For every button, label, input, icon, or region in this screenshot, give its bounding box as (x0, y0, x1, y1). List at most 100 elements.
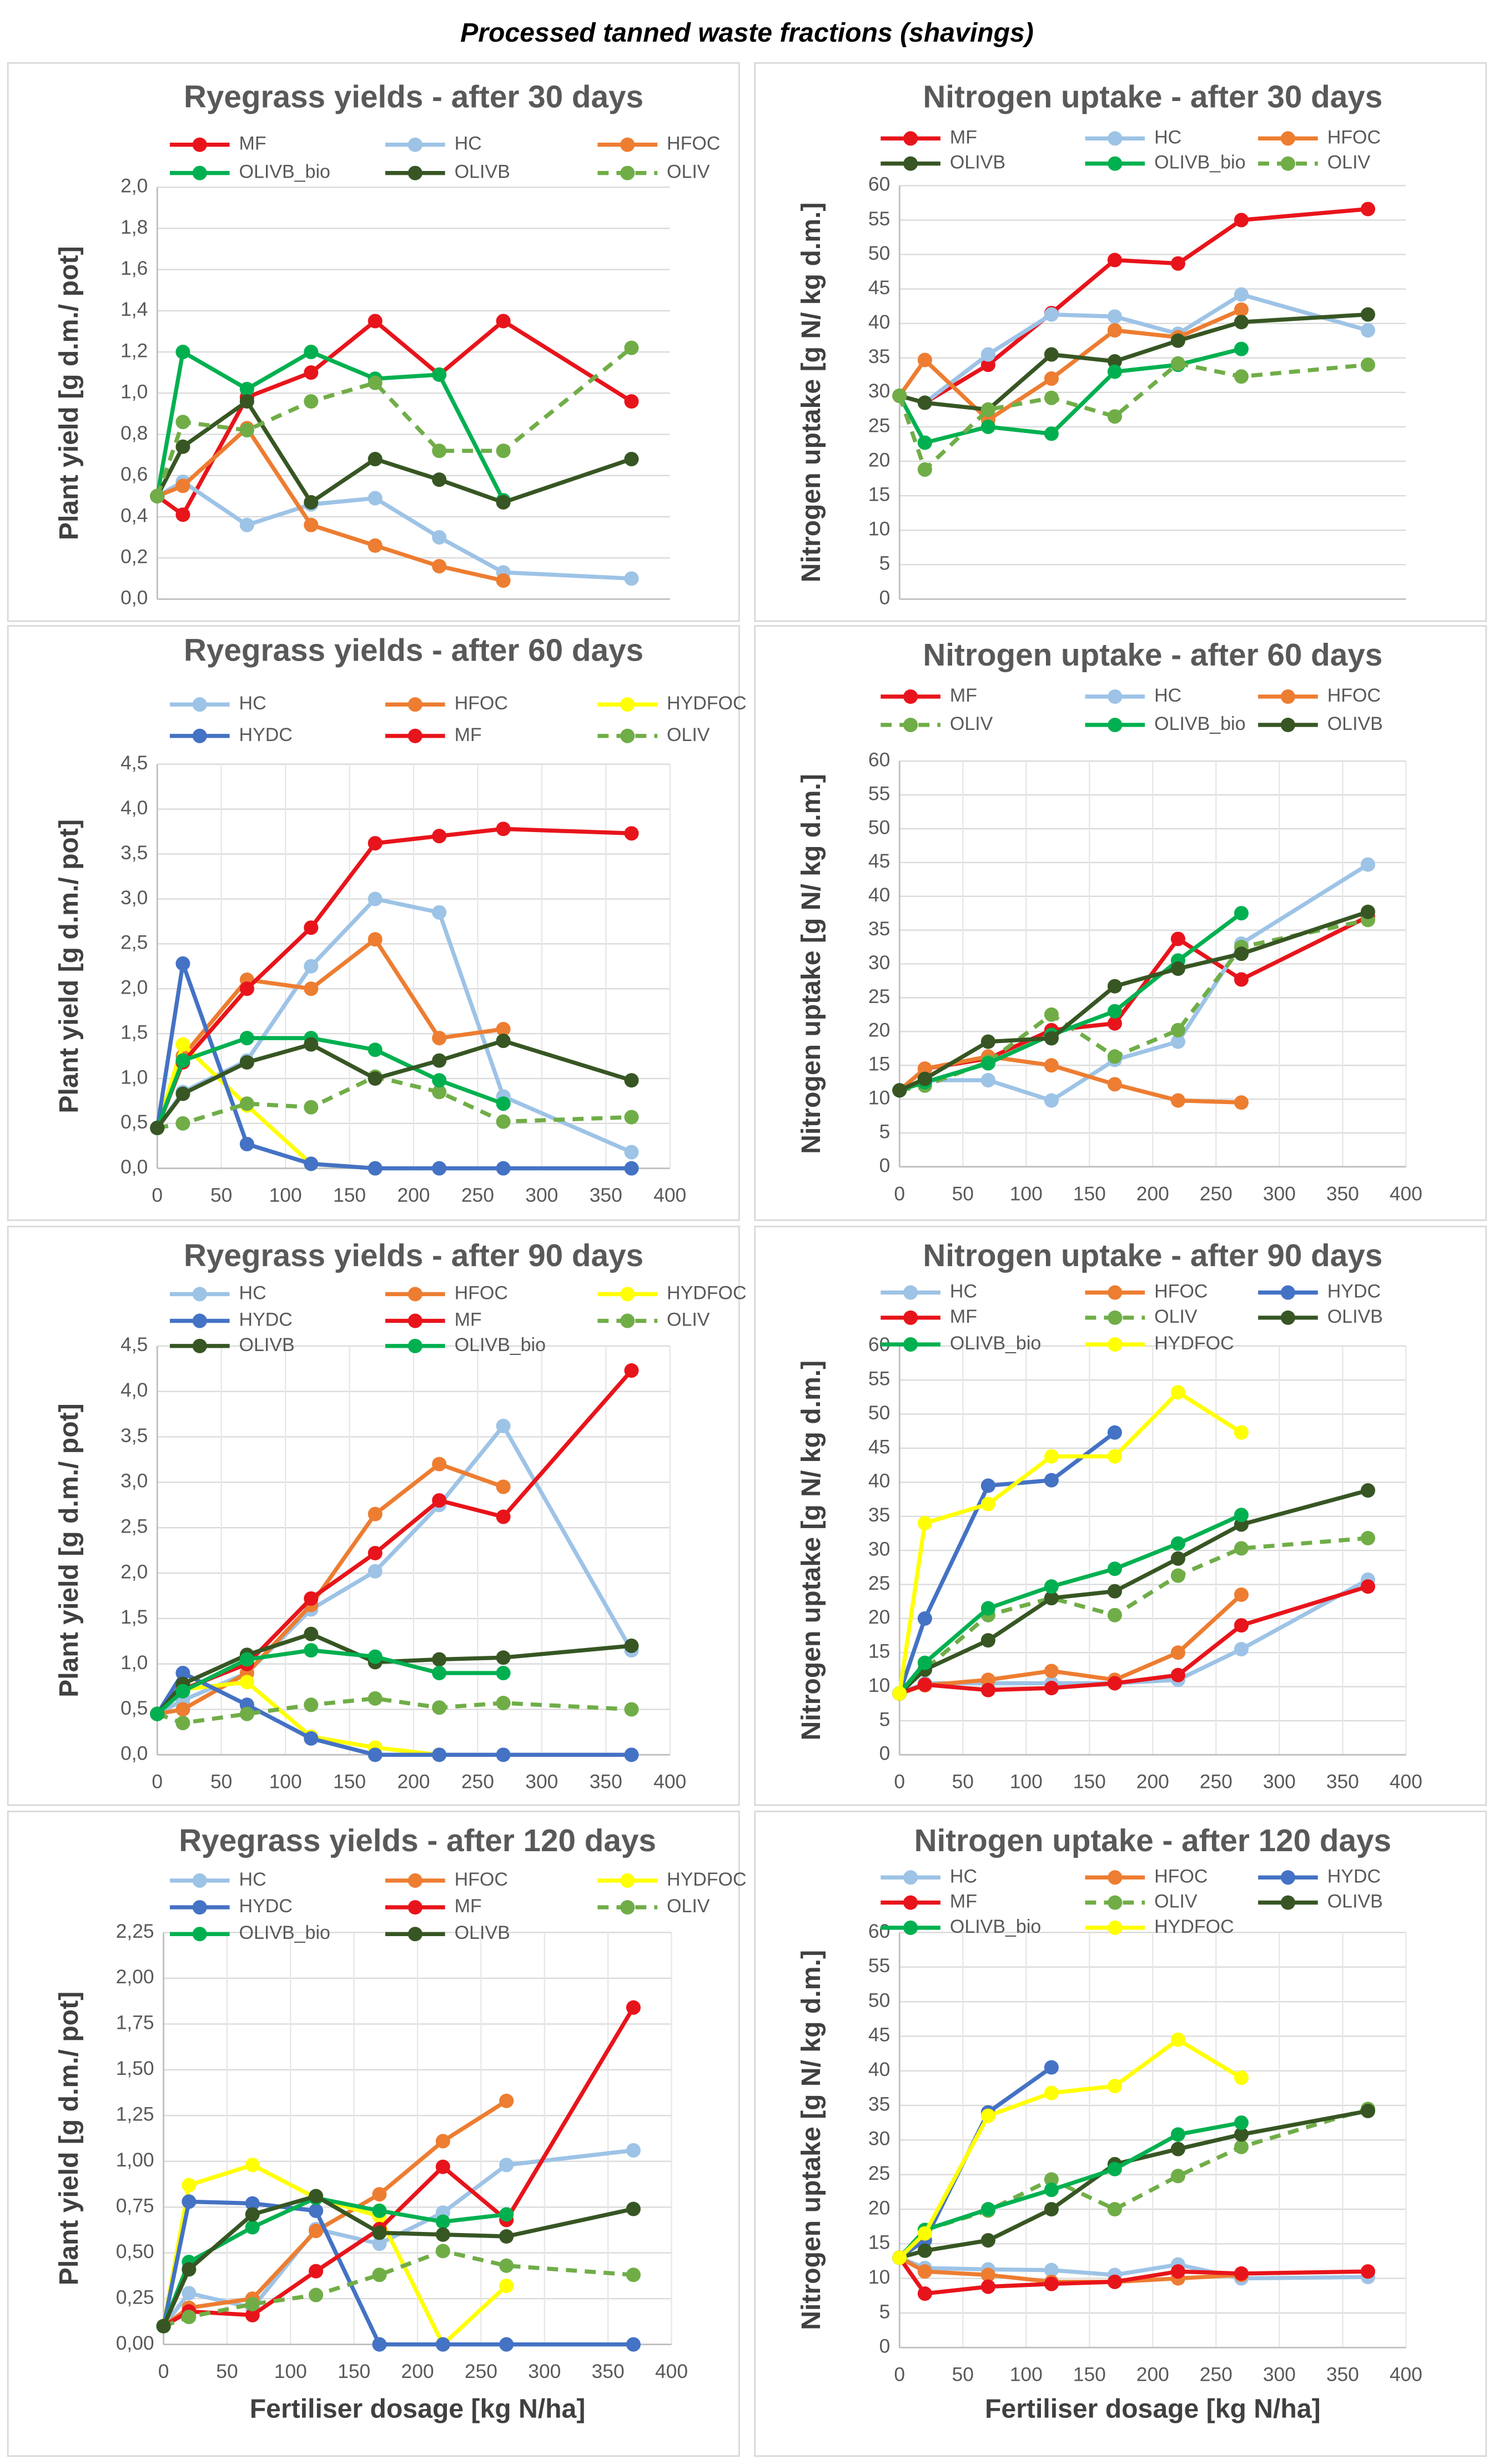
legend-swatch (1108, 1870, 1123, 1885)
data-point (626, 2000, 641, 2015)
data-point (1234, 1425, 1249, 1440)
data-point (182, 2310, 197, 2325)
data-point (1044, 1591, 1059, 1606)
data-point (980, 1034, 995, 1049)
x-tick-label: 50 (210, 1771, 232, 1793)
legend-swatch (903, 1285, 918, 1300)
data-point (368, 1071, 383, 1086)
data-point (368, 375, 383, 390)
y-tick-label: 10 (868, 2266, 890, 2288)
data-point (496, 1696, 511, 1711)
data-point (1360, 2103, 1375, 2119)
data-point (624, 1747, 639, 1762)
data-point (980, 357, 995, 372)
chart-panel: Nitrogen uptake - after 90 days Nitrogen … (754, 1226, 1487, 1806)
data-point (1044, 307, 1059, 322)
series-line (155, 1631, 632, 1716)
data-point (1044, 2183, 1059, 2198)
data-point (372, 2187, 387, 2202)
data-point (239, 1675, 254, 1690)
legend-swatch (620, 728, 635, 743)
data-point (1234, 2115, 1249, 2130)
data-point (499, 2229, 514, 2244)
legend-swatch (903, 1310, 918, 1325)
data-point (435, 2244, 450, 2259)
y-tick-label: 30 (868, 2128, 890, 2150)
data-point (624, 340, 639, 355)
data-point (1044, 2201, 1059, 2217)
panel-border (754, 625, 1487, 1221)
data-point (368, 1042, 383, 1057)
y-tick-label: 1,0 (120, 1651, 148, 1674)
data-point (496, 314, 511, 329)
x-tick-label: 350 (590, 1184, 622, 1206)
data-point (432, 1700, 447, 1715)
panel-border (754, 62, 1487, 622)
data-point (1107, 979, 1122, 994)
data-point (304, 365, 319, 380)
data-point (182, 2194, 197, 2209)
x-tick-label: 300 (1263, 2364, 1296, 2386)
y-tick-label: 55 (868, 208, 890, 230)
data-point (624, 826, 639, 841)
x-tick-label: 300 (525, 1184, 558, 1206)
panel-border (754, 1810, 1487, 2457)
data-point (1044, 1058, 1059, 1073)
y-tick-label: 15 (868, 2231, 890, 2254)
data-point (432, 1652, 447, 1667)
legend-swatch (620, 1873, 635, 1888)
y-tick-label: 0,25 (116, 2286, 154, 2308)
data-point (1360, 857, 1375, 872)
data-point (175, 415, 190, 430)
data-point (892, 389, 907, 404)
legend-swatch (903, 717, 918, 733)
data-point (917, 435, 932, 450)
data-point (1360, 323, 1375, 338)
y-tick-label: 1,8 (120, 216, 148, 238)
data-point (245, 2296, 260, 2312)
data-point (432, 1073, 447, 1088)
data-point (892, 1083, 907, 1098)
legend-label: HYDFOC (667, 1282, 747, 1303)
data-point (1044, 1449, 1059, 1464)
series-line (899, 1584, 1369, 1696)
y-tick-label: 0,8 (120, 422, 148, 444)
y-tick-label: 0,4 (120, 504, 148, 526)
data-point (304, 1626, 319, 1641)
data-point (432, 558, 447, 574)
legend-swatch (408, 165, 422, 180)
legend-label: MF (455, 1896, 482, 1917)
y-axis-label: Plant yield [g d.m./ pot] (54, 1403, 84, 1697)
data-point (1107, 309, 1122, 324)
legend-swatch (1280, 1285, 1295, 1300)
data-point (1360, 201, 1375, 216)
x-tick-label: 0 (152, 1184, 163, 1206)
data-point (1107, 2274, 1122, 2289)
legend-label: OLIV (667, 162, 710, 183)
y-tick-label: 0,0 (120, 587, 148, 609)
data-point (1107, 1676, 1122, 1691)
data-point (175, 345, 190, 360)
legend-label: HC (455, 133, 482, 154)
data-point (432, 829, 447, 844)
y-tick-label: 35 (868, 1504, 890, 1526)
series-line (155, 398, 632, 506)
data-point (1234, 213, 1249, 228)
y-tick-label: 50 (868, 816, 890, 838)
data-point (432, 530, 447, 545)
series-line (162, 2148, 634, 2327)
legend-label: MF (239, 133, 266, 154)
x-tick-label: 250 (465, 2360, 497, 2382)
y-tick-label: 5 (879, 2300, 891, 2322)
legend-label: OLIV (950, 713, 993, 734)
legend-swatch (192, 1338, 207, 1353)
legend-label: OLIV (1327, 152, 1371, 173)
legend-label: MF (455, 1309, 482, 1331)
data-point (239, 394, 254, 409)
chart-title: Nitrogen uptake - after 90 days (923, 1238, 1382, 1273)
legend-swatch (1108, 1285, 1123, 1300)
legend-swatch (620, 1900, 635, 1915)
legend-swatch (408, 1338, 422, 1353)
data-point (626, 2143, 641, 2158)
